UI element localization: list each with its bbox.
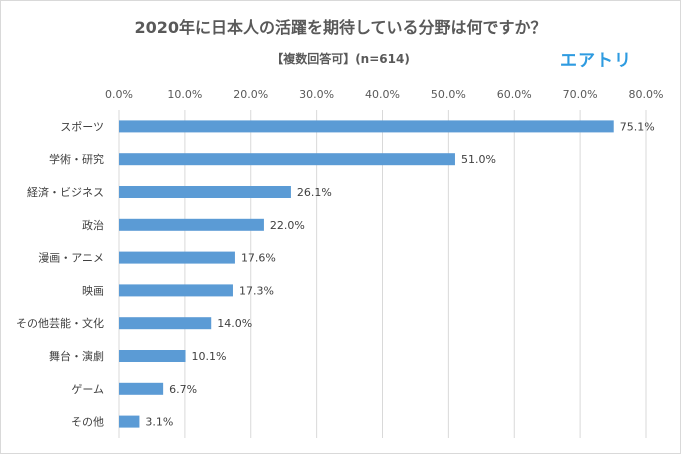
chart-subtitle: 【複数回答可】(n=614)	[271, 52, 410, 66]
bar	[119, 350, 186, 362]
category-label: 舞台・演劇	[49, 349, 104, 363]
data-label: 6.7%	[169, 383, 197, 396]
category-label: 学術・研究	[49, 152, 104, 166]
data-label: 26.1%	[297, 186, 332, 199]
x-tick-label: 70.0%	[563, 88, 598, 101]
data-label: 17.3%	[239, 284, 274, 297]
x-tick-label: 30.0%	[299, 88, 334, 101]
data-label: 75.1%	[620, 120, 655, 133]
bar	[119, 218, 264, 231]
category-label: 政治	[82, 218, 104, 232]
x-tick-label: 80.0%	[629, 88, 664, 101]
data-label: 10.1%	[192, 350, 227, 363]
bar	[119, 186, 291, 198]
brand-logo: エアトリ	[560, 51, 632, 71]
x-tick-label: 40.0%	[365, 88, 400, 101]
category-label: 映画	[82, 284, 104, 297]
bar	[119, 251, 235, 264]
x-tick-label: 60.0%	[497, 88, 532, 101]
category-label: その他	[71, 416, 104, 429]
x-tick-label: 50.0%	[431, 88, 466, 101]
bar	[119, 284, 233, 297]
data-label: 17.6%	[241, 252, 276, 265]
category-label: 経済・ビジネス	[27, 185, 104, 199]
bar	[119, 120, 614, 133]
data-label: 22.0%	[270, 219, 305, 232]
category-label: 漫画・アニメ	[38, 251, 104, 265]
category-label: その他芸能・文化	[16, 316, 104, 330]
bar	[119, 382, 164, 395]
data-label: 3.1%	[145, 416, 173, 429]
category-label: スポーツ	[60, 120, 104, 133]
bar	[119, 153, 455, 166]
category-label: ゲーム	[71, 383, 104, 396]
x-tick-label: 0.0%	[105, 88, 133, 101]
data-label: 14.0%	[217, 317, 252, 330]
chart-title: 2020年に日本人の活躍を期待している分野は何ですか？	[134, 18, 547, 37]
bar	[119, 415, 140, 428]
bar	[119, 317, 212, 330]
x-tick-label: 10.0%	[167, 88, 202, 101]
data-label: 51.0%	[461, 153, 496, 166]
x-tick-label: 20.0%	[233, 88, 268, 101]
